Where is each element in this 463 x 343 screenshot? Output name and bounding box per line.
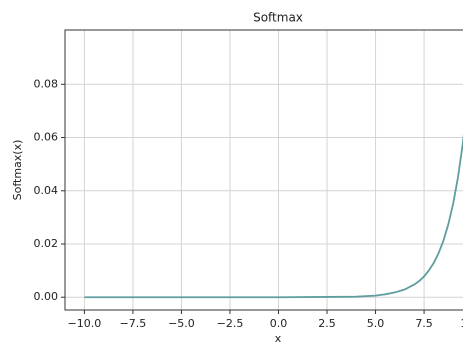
chart-title: Softmax [253, 11, 303, 25]
data-line [84, 133, 463, 299]
y-tick-label: 0.02 [34, 237, 59, 250]
x-tick-label: −5.0 [168, 317, 195, 330]
plot-frame [64, 29, 463, 311]
y-tick-label: 0.00 [34, 290, 59, 303]
y-tick-label: 0.06 [34, 131, 59, 144]
y-tick-label: 0.08 [34, 77, 59, 90]
x-tick-label: −10.0 [68, 317, 102, 330]
x-tick-label: 10.0 [460, 317, 463, 330]
x-tick-label: −7.5 [120, 317, 147, 330]
x-tick-label: 5.0 [367, 317, 385, 330]
y-axis-label: Softmax(x) [11, 140, 24, 201]
x-tick-label: 7.5 [415, 317, 433, 330]
x-tick-label: −2.5 [217, 317, 244, 330]
y-tick-label: 0.04 [34, 184, 59, 197]
x-tick-label: 0.0 [270, 317, 288, 330]
x-axis-label: x [275, 332, 282, 343]
x-tick-label: 2.5 [318, 317, 336, 330]
